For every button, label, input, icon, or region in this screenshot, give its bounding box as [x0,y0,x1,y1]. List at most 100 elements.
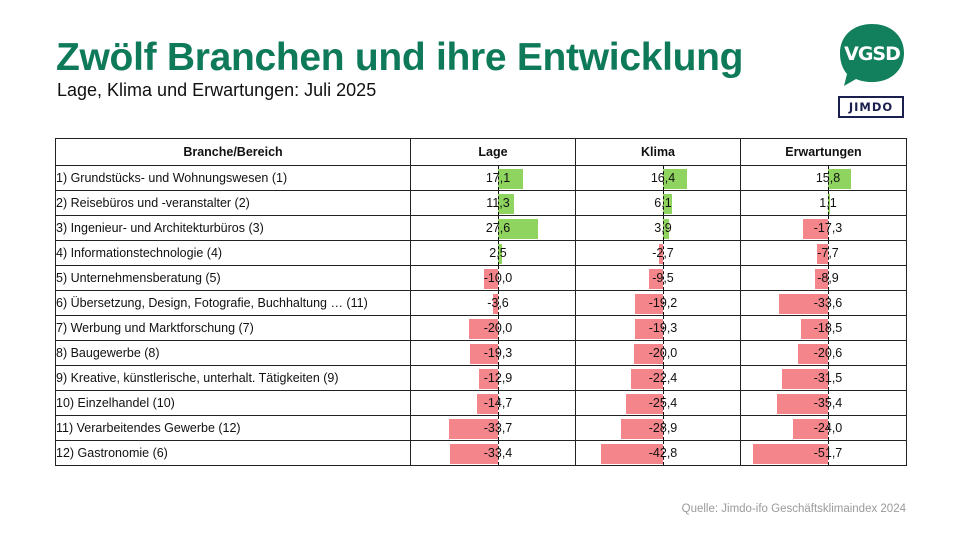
bar-erwartungen [828,169,851,189]
data-label-lage: -20,0 [483,321,513,335]
data-label-klima: 16,4 [650,171,676,185]
row-label: 11) Verarbeitendes Gewerbe (12) [55,415,411,441]
data-label-lage: -33,4 [483,446,513,460]
value-cell-erwartungen: -20,6 [740,340,907,366]
value-cell-erwartungen: -17,3 [740,215,907,241]
zero-line [663,191,664,215]
zero-line [828,391,829,415]
bar-lage [449,444,498,464]
value-cell-klima: 3,9 [575,215,741,241]
zero-line [498,341,499,365]
data-label-klima: -20,0 [648,346,678,360]
value-cell-lage: 11,3 [410,190,576,216]
data-label-lage: -14,7 [483,396,513,410]
zero-line [498,216,499,240]
zero-line [663,416,664,440]
data-label-lage: -33,7 [483,421,513,435]
value-cell-lage: -20,0 [410,315,576,341]
data-label-klima: -9,5 [652,271,674,285]
data-label-klima: -25,4 [648,396,678,410]
table-row: 9) Kreative, künstlerische, unterhalt. T… [55,365,907,391]
zero-line [663,316,664,340]
bar-lage [476,394,498,414]
zero-line [828,366,829,390]
bar-lage [492,294,498,314]
zero-line [828,216,829,240]
bar-klima [635,294,663,314]
bar-erwartungen [798,344,828,364]
value-cell-klima: -42,8 [575,440,741,466]
bar-lage [469,319,498,339]
bar-klima [649,269,663,289]
row-label: 8) Baugewerbe (8) [55,340,411,366]
data-label-erwartungen: -33,6 [813,296,843,310]
jimdo-logo: JIMDO [838,96,904,118]
value-cell-erwartungen: -33,6 [740,290,907,316]
zero-line [828,291,829,315]
zero-line [663,391,664,415]
bar-erwartungen [816,244,828,264]
value-cell-klima: -22,4 [575,365,741,391]
bar-klima [621,419,663,439]
table-row: 6) Übersetzung, Design, Fotografie, Buch… [55,290,907,316]
value-cell-klima: -2,7 [575,240,741,266]
zero-line [663,291,664,315]
bar-lage [449,419,498,439]
zero-line [663,266,664,290]
bar-lage [498,169,523,189]
data-label-lage: -3,6 [487,296,509,310]
zero-line [828,416,829,440]
bar-lage [498,194,515,214]
value-cell-lage: 27,6 [410,215,576,241]
data-label-klima: 3,9 [654,221,672,235]
value-cell-erwartungen: 15,8 [740,165,907,191]
zero-line [663,441,664,465]
table-row: 7) Werbung und Marktforschung (7) -20,0 -1… [55,315,907,341]
data-label-klima: -28,9 [648,421,678,435]
bar-erwartungen [782,369,828,389]
value-cell-lage: -3,6 [410,290,576,316]
row-label: 3) Ingenieur- und Architekturbüros (3) [55,215,411,241]
table-row: 2) Reisebüros und -veranstalter (2) 11,3 6… [55,190,907,216]
data-label-erwartungen: -20,6 [813,346,843,360]
bar-klima [600,444,663,464]
bar-lage [483,269,498,289]
source-note: Quelle: Jimdo-ifo Geschäftsklimaindex 20… [681,503,906,515]
row-label: 5) Unternehmensberatung (5) [55,265,411,291]
data-label-lage: 27,6 [485,221,511,235]
value-cell-erwartungen: -51,7 [740,440,907,466]
row-label: 1) Grundstücks- und Wohnungswesen (1) [55,165,411,191]
bar-klima [635,319,663,339]
table-row: 10) Einzelhandel (10) -14,7 -25,4 -35,4 [55,390,907,416]
bar-lage [470,344,498,364]
data-label-erwartungen: -18,5 [813,321,843,335]
row-label: 12) Gastronomie (6) [55,440,411,466]
zero-line [498,416,499,440]
bar-klima [659,244,663,264]
zero-line [828,316,829,340]
value-cell-klima: -28,9 [575,415,741,441]
column-header-klima: Klima [575,138,741,166]
value-cell-lage: 2,5 [410,240,576,266]
vgsd-logo: VGSD [840,24,904,86]
zero-line [828,441,829,465]
row-label: 7) Werbung und Marktforschung (7) [55,315,411,341]
value-cell-erwartungen: -18,5 [740,315,907,341]
value-cell-klima: -19,3 [575,315,741,341]
vgsd-logo-text: VGSD [844,43,900,65]
table-row: 12) Gastronomie (6) -33,4 -42,8 -51,7 [55,440,907,466]
bar-lage [479,369,498,389]
vgsd-logo-bubble [840,24,904,86]
column-header-branche: Branche/Bereich [55,138,411,166]
zero-line [828,341,829,365]
value-cell-lage: 17,1 [410,165,576,191]
value-cell-erwartungen: 1,1 [740,190,907,216]
zero-line [663,216,664,240]
data-label-lage: 17,1 [485,171,511,185]
chart-subtitle: Lage, Klima und Erwartungen: Juli 2025 [57,80,377,100]
table-header-row: Branche/Bereich Lage Klima Erwartungen [55,138,907,166]
row-label: 2) Reisebüros und -veranstalter (2) [55,190,411,216]
data-label-lage: 2,5 [489,246,507,260]
zero-line [828,166,829,190]
bar-erwartungen [779,294,828,314]
